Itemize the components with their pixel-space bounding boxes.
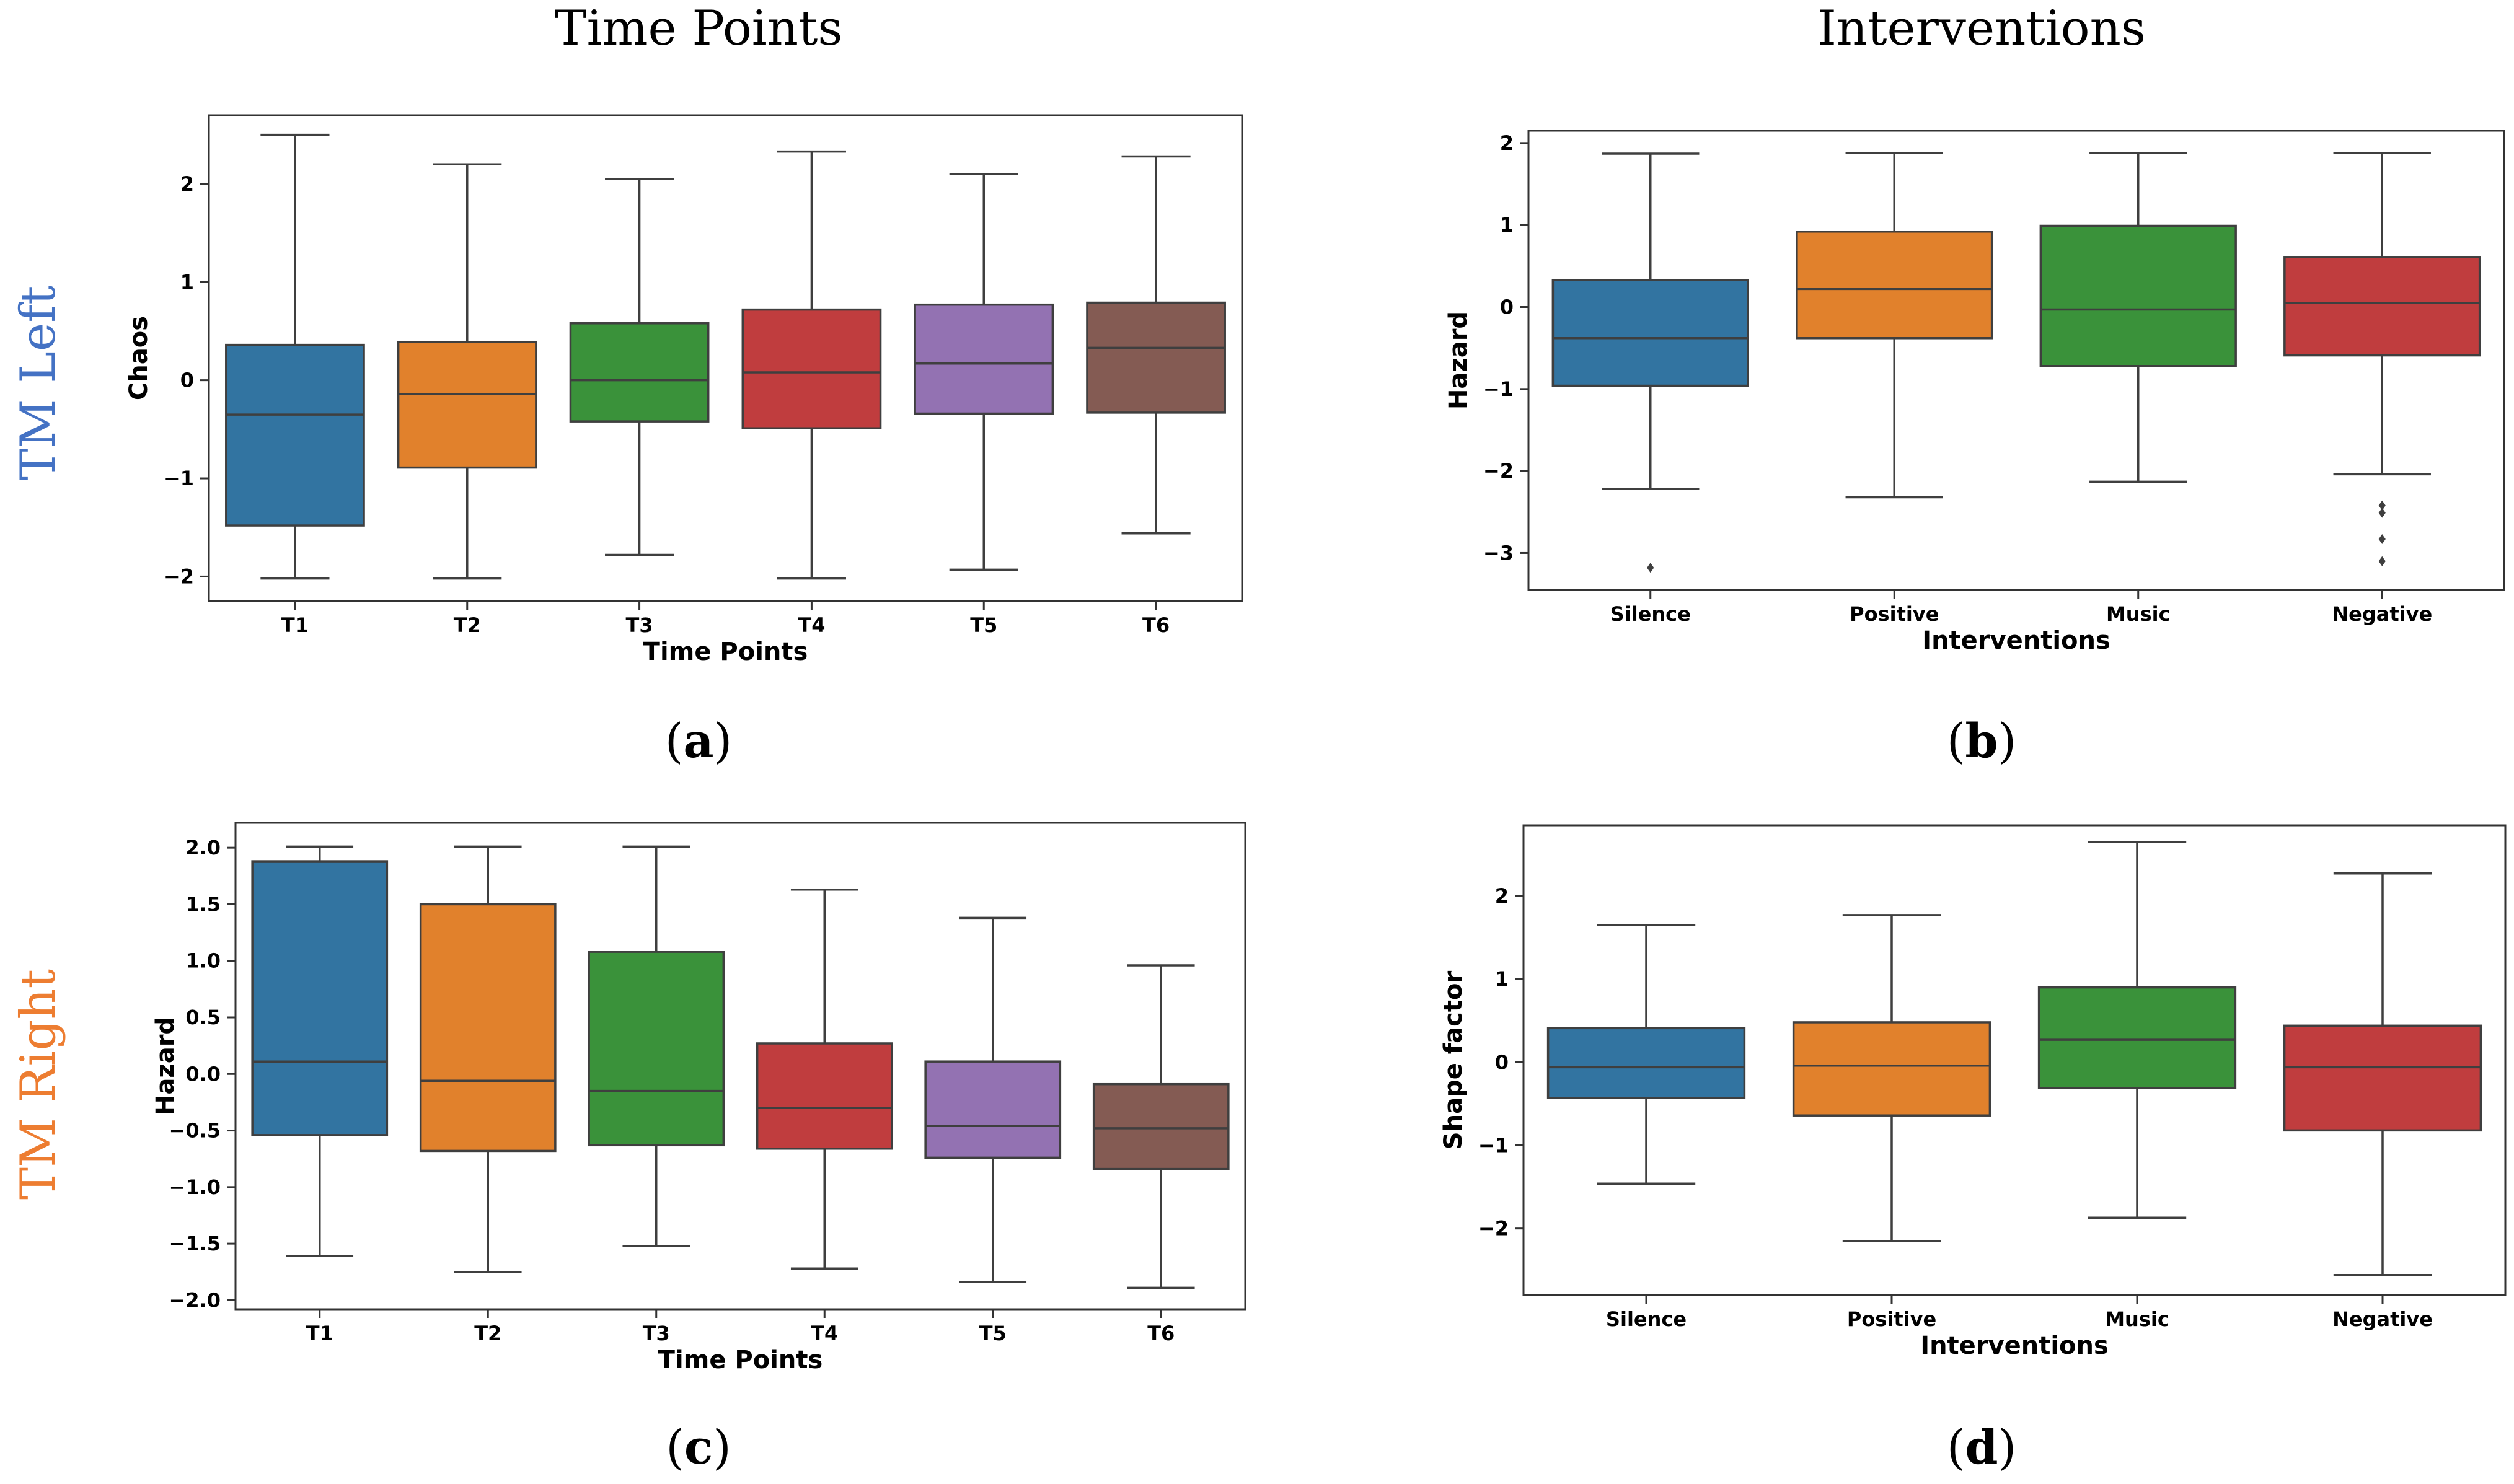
- y-tick-label: 2: [1495, 884, 1509, 908]
- box-t1: [251, 860, 389, 1136]
- chart-c-hazard-by-time-points: −2.0−1.5−1.0−0.50.00.51.01.52.0T1 T2 T3 T4 T…: [151, 822, 1246, 1374]
- box-t3: [588, 951, 725, 1147]
- panel-label-b: (b): [1947, 713, 2016, 768]
- x-axis-label: Interventions: [1920, 1332, 2109, 1360]
- y-tick-label: −1.0: [169, 1175, 221, 1199]
- box-t1: [225, 343, 365, 527]
- box-t2: [397, 341, 537, 469]
- x-tick-label: T3: [626, 613, 653, 637]
- box-t5: [924, 1060, 1062, 1159]
- x-tick-label: Silence: [1610, 602, 1691, 626]
- y-tick-label: 2: [1500, 131, 1514, 155]
- y-tick-label: 1: [180, 270, 194, 294]
- column-title-time-points: Time Points: [555, 1, 843, 56]
- y-tick-label: −1: [1483, 377, 1514, 401]
- x-tick-label: T6: [1147, 1322, 1175, 1345]
- chart-d-shape-factor-by-interventions: −2 −1 0 1 2 Silence Positive Music Negative Inter…: [1439, 824, 2507, 1360]
- x-axis-label: Interventions: [1922, 626, 2110, 655]
- panel-label-c: (c): [666, 1420, 731, 1475]
- y-tick-label: −2.0: [169, 1288, 221, 1312]
- y-tick-label: 1: [1495, 967, 1509, 991]
- plot-frame: [234, 822, 1246, 1311]
- box-music: [2037, 986, 2237, 1089]
- x-axis-label: Time Points: [643, 638, 808, 666]
- y-tick-label: −3: [1483, 541, 1514, 564]
- column-title-interventions: Interventions: [1817, 1, 2146, 56]
- box-silence: [1546, 1027, 1746, 1099]
- x-tick-label: T2: [474, 1322, 501, 1345]
- y-tick-label: 1.5: [185, 892, 221, 916]
- y-tick-label: −1: [1478, 1134, 1509, 1157]
- box-t4: [756, 1042, 893, 1150]
- x-tick-label: T1: [281, 613, 309, 637]
- box-positive: [1796, 231, 1993, 340]
- box-t6: [1092, 1082, 1230, 1170]
- x-tick-label: T6: [1142, 613, 1170, 637]
- row-label-tm-right: TM Right: [11, 969, 66, 1200]
- y-axis-label: Shape factor: [1439, 971, 1468, 1150]
- y-tick-label: −2: [1483, 459, 1514, 483]
- y-tick-label: 0: [1500, 295, 1514, 318]
- y-tick-label: −1.5: [169, 1232, 221, 1255]
- x-tick-label: Positive: [1847, 1307, 1936, 1331]
- x-tick-label: T4: [798, 613, 825, 637]
- y-tick-label: −0.5: [169, 1119, 221, 1143]
- x-tick-label: T3: [643, 1322, 670, 1345]
- outlier-point: [2378, 507, 2386, 518]
- box-negative: [2283, 256, 2481, 357]
- x-tick-label: T2: [454, 613, 481, 637]
- box-t2: [419, 903, 557, 1153]
- outlier-point: [2378, 500, 2386, 511]
- y-tick-label: 2: [180, 172, 194, 196]
- y-tick-label: −2: [164, 564, 194, 588]
- y-tick-label: 0: [180, 369, 194, 392]
- x-tick-label: Positive: [1850, 602, 1939, 626]
- row-label-tm-left: TM Left: [11, 286, 66, 481]
- box-positive: [1792, 1021, 1991, 1117]
- box-silence: [1551, 279, 1749, 387]
- x-tick-label: Music: [2106, 602, 2171, 626]
- box-t3: [569, 322, 710, 423]
- panel-label-a: (a): [665, 713, 733, 768]
- chart-a-chaos-by-time-points: −2 −1 0 1 2 T1 T2 T3 T4 T5 T6 Time Points Chaos: [125, 114, 1243, 666]
- y-axis-label: Hazard: [151, 1017, 180, 1115]
- x-tick-label: T5: [979, 1322, 1007, 1345]
- box-t6: [1086, 301, 1226, 414]
- box-t4: [741, 308, 882, 429]
- y-tick-label: 0: [1495, 1050, 1509, 1074]
- x-axis-label: Time Points: [658, 1346, 823, 1374]
- outlier-point: [1647, 563, 1654, 573]
- x-tick-label: T1: [306, 1322, 333, 1345]
- y-tick-label: 0.0: [185, 1062, 221, 1086]
- panel-label-d: (d): [1947, 1420, 2016, 1475]
- y-tick-label: −2: [1478, 1217, 1509, 1240]
- plot-frame: [1522, 824, 2507, 1296]
- box-t5: [914, 303, 1054, 415]
- y-axis-label: Chaos: [125, 316, 153, 400]
- x-tick-label: T4: [811, 1322, 838, 1345]
- y-tick-label: 0.5: [185, 1006, 221, 1029]
- plot-frame: [208, 114, 1243, 602]
- box-negative: [2283, 1024, 2482, 1132]
- box-music: [2039, 224, 2237, 367]
- y-tick-label: 2.0: [185, 836, 221, 859]
- plot-frame: [1527, 130, 2505, 591]
- x-tick-label: Music: [2105, 1307, 2169, 1331]
- x-tick-label: Negative: [2332, 1307, 2433, 1331]
- outlier-point: [2378, 533, 2386, 544]
- y-axis-label: Hazard: [1444, 311, 1473, 410]
- x-tick-label: Silence: [1606, 1307, 1687, 1331]
- y-tick-label: 1.0: [185, 949, 221, 973]
- chart-b-hazard-by-interventions: −3 −2 −1 0 1 2 Silence Positive Music Negative Int…: [1444, 130, 2505, 655]
- x-tick-label: Negative: [2332, 602, 2432, 626]
- outlier-point: [2378, 556, 2386, 566]
- x-tick-label: T5: [970, 613, 997, 637]
- y-tick-label: −1: [164, 467, 194, 490]
- y-tick-label: 1: [1500, 213, 1514, 237]
